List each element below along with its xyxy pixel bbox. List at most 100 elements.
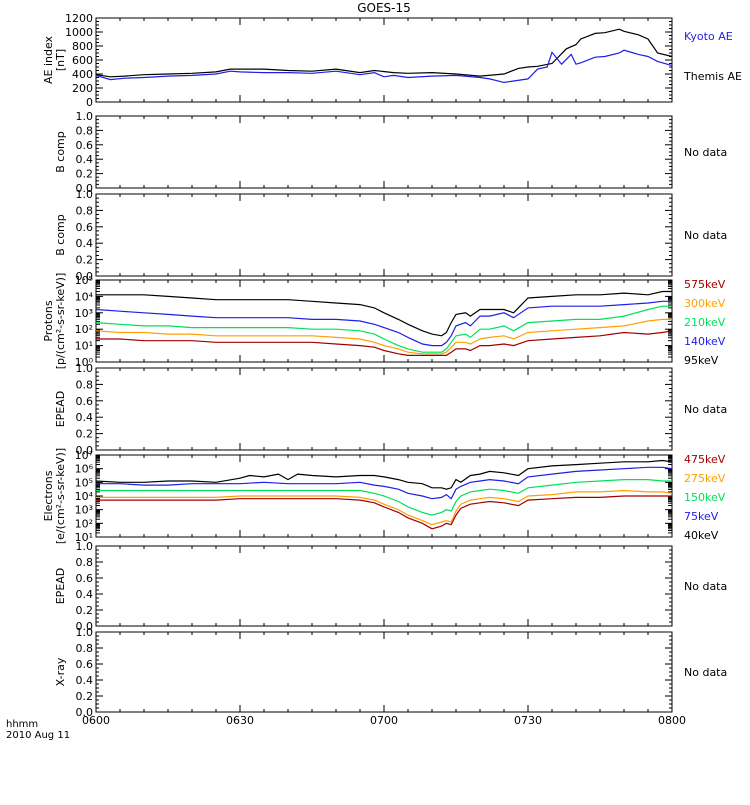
electrons-y-tick-label: 10³ [75, 504, 93, 517]
ae-index-ylabel: AE index[nT] [42, 35, 67, 84]
b-comp-2-nodata-label: No data [684, 229, 727, 242]
epead-2-y-tick-label: 0.6 [76, 572, 94, 585]
x-ray-ylabel: X-ray [54, 657, 67, 686]
epead-1-y-tick-label: 1.0 [76, 362, 94, 375]
ae-index-y-tick-label: 0 [86, 96, 93, 109]
b-comp-2-ylabel: B comp [54, 214, 67, 256]
protons-legend-entry: 95keV [684, 354, 719, 367]
electrons-y-tick-label: 10⁴ [75, 490, 94, 503]
electrons-legend-entry: 40keV [684, 529, 719, 542]
protons-y-tick-label: 10⁰ [75, 356, 94, 369]
electrons-ylabel-line: [e/(cm²-s-sr-keV)] [54, 448, 67, 544]
protons-legend-entry: 210keV [684, 316, 726, 329]
b-comp-1-y-tick-label: 1.0 [76, 110, 94, 123]
protons-legend-entry: 140keV [684, 335, 726, 348]
epead-2-y-tick-label: 0.8 [76, 556, 94, 569]
epead-1-frame [95, 367, 673, 451]
b-comp-2-y-tick-label: 0.4 [76, 237, 94, 250]
electrons-y-tick-label: 10² [75, 517, 93, 530]
epead-2-ylabel-line: EPEAD [54, 568, 67, 605]
protons-y-tick-label: 10⁵ [75, 274, 93, 287]
b-comp-1-ylabel-line: B comp [54, 131, 67, 173]
b-comp-2-y-tick-label: 0.6 [76, 221, 94, 234]
b-comp-1-nodata-label: No data [684, 146, 727, 159]
ae-index-y-tick-label: 400 [72, 68, 93, 81]
x-tick-label: 0700 [370, 714, 398, 727]
ae-index-ylabel-line: [nT] [54, 49, 67, 71]
x-tick-label: 0630 [226, 714, 254, 727]
electrons-series-275kev [96, 489, 673, 526]
ae-index-y-tick-label: 1200 [65, 12, 93, 25]
epead-1-y-tick-label: 0.2 [76, 428, 94, 441]
ae-index-frame [95, 17, 673, 103]
electrons-legend-entry: 275keV [684, 472, 726, 485]
ae-index-y-tick-label: 800 [72, 40, 93, 53]
electrons-legend-entry: 75keV [684, 510, 719, 523]
x-ray-y-tick-label: 1.0 [76, 626, 94, 639]
electrons-series-75kev [96, 466, 673, 500]
b-comp-2-y-tick-label: 0.0 [76, 270, 94, 283]
protons-ylabel: Protons[p/(cm²-s-sr-keV)] [42, 273, 67, 370]
electrons-legend-entry: 475keV [684, 453, 726, 466]
x-ray-y-tick-label: 0.2 [76, 690, 94, 703]
ae-index-y-tick-label: 1000 [65, 26, 93, 39]
epead-2-y-tick-label: 0.0 [76, 620, 94, 633]
electrons-ylabel: Electrons[e/(cm²-s-sr-keV)] [42, 448, 67, 544]
x-tick-label: 0800 [658, 714, 686, 727]
protons-series-95kev [96, 290, 672, 337]
electrons-legend-entry: 150keV [684, 491, 726, 504]
epead-1-nodata-label: No data [684, 403, 727, 416]
protons-ylabel-line: Protons [42, 300, 55, 341]
epead-1-ylabel: EPEAD [54, 391, 67, 428]
electrons-series-40kev [95, 459, 673, 490]
epead-2-frame [95, 545, 673, 627]
epead-2-ylabel: EPEAD [54, 568, 67, 605]
x-tick-label: 0600 [82, 714, 110, 727]
protons-y-tick-label: 10³ [75, 307, 93, 320]
protons-legend-entry: 300keV [684, 297, 726, 310]
epead-2-y-tick-label: 0.2 [76, 604, 94, 617]
x-ray-y-tick-label: 0.0 [76, 706, 94, 719]
x-ray-frame [95, 631, 673, 713]
ae-index-y-tick-label: 600 [72, 54, 93, 67]
protons-y-tick-label: 10⁴ [75, 290, 94, 303]
epead-1-y-tick-label: 0.4 [76, 411, 94, 424]
protons-series-575kev [96, 330, 673, 356]
ae-index-series-kyoto-ae [95, 49, 673, 84]
b-comp-1-frame [95, 115, 673, 189]
b-comp-1-y-tick-label: 0.6 [76, 139, 94, 152]
epead-2-nodata-label: No data [684, 580, 727, 593]
electrons-y-tick-label: 10⁷ [75, 449, 93, 462]
x-ray-nodata-label: No data [684, 666, 727, 679]
x-tick-label: 0730 [514, 714, 542, 727]
time-axis-label: hhmm [6, 719, 39, 730]
epead-1-y-tick-label: 0.0 [76, 444, 94, 457]
electrons-series-150kev [96, 479, 672, 516]
epead-1-y-tick-label: 0.8 [76, 378, 94, 391]
protons-y-tick-label: 10¹ [75, 340, 93, 353]
electrons-y-tick-label: 10¹ [75, 531, 93, 544]
ae-index-series-themis-ae [95, 28, 673, 78]
b-comp-1-y-tick-label: 0.0 [76, 182, 94, 195]
date-label: 2010 Aug 11 [6, 730, 71, 741]
ae-index-legend-entry: Themis AE [683, 70, 742, 83]
b-comp-1-ylabel: B comp [54, 131, 67, 173]
epead-2-y-tick-label: 0.4 [76, 588, 94, 601]
b-comp-2-ylabel-line: B comp [54, 214, 67, 256]
electrons-series-475kev [96, 495, 672, 530]
epead-1-ylabel-line: EPEAD [54, 391, 67, 428]
protons-series-210kev [95, 305, 672, 353]
plot-title: GOES-15 [357, 1, 411, 15]
b-comp-2-y-tick-label: 1.0 [76, 188, 94, 201]
x-ray-y-tick-label: 0.8 [76, 642, 94, 655]
electrons-ylabel-line: Electrons [42, 470, 55, 521]
b-comp-1-y-tick-label: 0.2 [76, 168, 94, 181]
epead-2-y-tick-label: 1.0 [76, 540, 94, 553]
protons-ylabel-line: [p/(cm²-s-sr-keV)] [54, 273, 67, 370]
electrons-y-tick-label: 10⁶ [75, 463, 94, 476]
b-comp-1-y-tick-label: 0.4 [76, 153, 94, 166]
b-comp-2-y-tick-label: 0.8 [76, 204, 94, 217]
protons-series-140kev [95, 300, 672, 347]
